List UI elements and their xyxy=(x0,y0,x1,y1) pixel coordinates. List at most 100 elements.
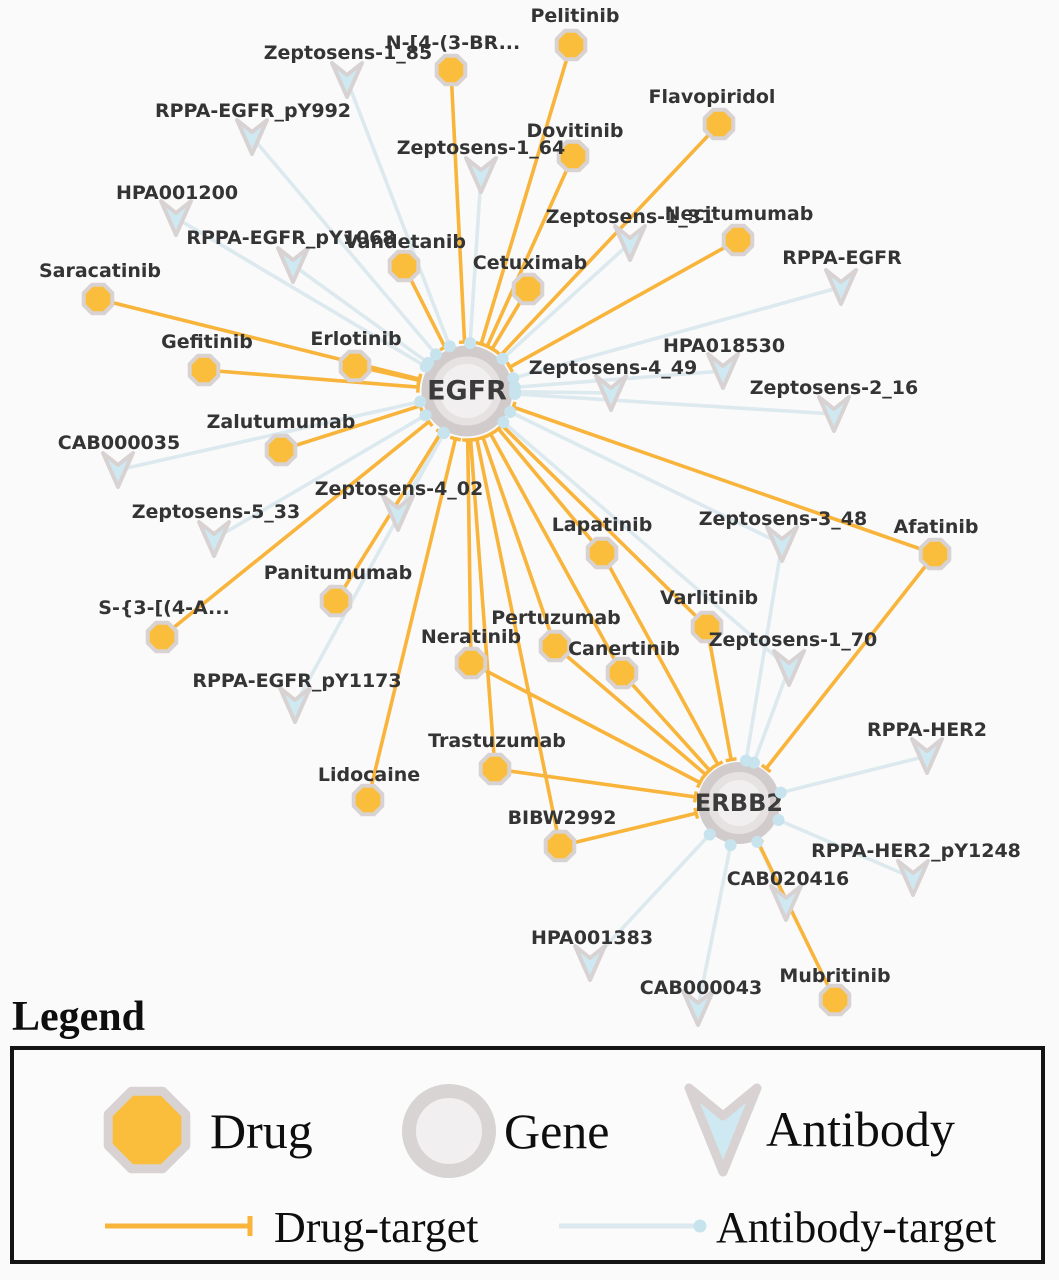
node-label: Saracatinib xyxy=(39,260,161,282)
antibody-chevron-icon xyxy=(684,1083,762,1177)
node-label: CAB000035 xyxy=(58,432,180,454)
drug-node-Pertuzumab[interactable] xyxy=(538,629,572,663)
edge-Zeptosens-2_16-EGFR xyxy=(514,392,835,416)
edge-Zeptosens-1_70-ERBB2 xyxy=(752,667,791,764)
edge-RPPA-EGFR_pY992-EGFR xyxy=(250,135,438,356)
edge-endpoint-dot xyxy=(443,340,456,353)
antibody-node-RPPA-EGFR_pY1068[interactable] xyxy=(276,246,310,284)
node-label: Pertuzumab xyxy=(491,607,621,629)
drug-node-Lapatinib[interactable] xyxy=(585,536,619,570)
edge-endpoint-dot xyxy=(772,814,785,827)
edge-endpoint-dot xyxy=(747,756,760,769)
edge-endpoint-dot xyxy=(464,337,477,350)
antibody-node-CAB000035[interactable] xyxy=(101,451,135,489)
drug-octagon-icon xyxy=(103,1086,191,1174)
edge-Zeptosens-1_31-EGFR xyxy=(501,241,632,361)
legend-label-antibody-target: Antibody-target xyxy=(716,1203,997,1252)
drug-node-Pelitinib[interactable] xyxy=(554,28,588,62)
drug-node-Flavopiridol[interactable] xyxy=(702,107,736,141)
gene-label: ERBB2 xyxy=(695,789,783,817)
edge-Neratinib-EGFR xyxy=(465,439,473,664)
antibody-node-RPPA-EGFR[interactable] xyxy=(824,268,858,306)
edge-Flavopiridol-EGFR xyxy=(499,122,721,357)
node-label: Varlitinib xyxy=(660,587,758,609)
node-label: RPPA-HER2_pY1248 xyxy=(811,840,1021,862)
drug-node-N-[4-(3-BR...[interactable] xyxy=(434,53,468,87)
antibody-node-Zeptosens-4_02[interactable] xyxy=(381,494,415,532)
edge-Neratinib-ERBB2 xyxy=(470,661,701,785)
legend-label-drug-target: Drug-target xyxy=(274,1203,479,1252)
edge-Trastuzumab-ERBB2 xyxy=(494,767,696,799)
drug-node-Necitumumab[interactable] xyxy=(721,223,755,257)
antibody-node-RPPA-EGFR_pY992[interactable] xyxy=(235,118,269,156)
node-label: RPPA-EGFR_pY992 xyxy=(155,100,351,122)
antibody-node-Zeptosens-4_49[interactable] xyxy=(594,374,628,412)
drug-node-Mubritinib[interactable] xyxy=(818,983,852,1017)
legend-title: Legend xyxy=(12,994,146,1040)
antibody-node-HPA018530[interactable] xyxy=(706,352,740,390)
antibody-node-Zeptosens-2_16[interactable] xyxy=(817,395,851,433)
edge-endpoint-dot xyxy=(774,786,787,799)
drug-node-Vandetanib[interactable] xyxy=(387,249,421,283)
antibody-node-RPPA-EGFR_pY1173[interactable] xyxy=(278,686,312,724)
edge-Varlitinib-EGFR xyxy=(500,424,709,629)
edge-BIBW2992-EGFR xyxy=(475,438,562,847)
edge-Zeptosens-3_48-EGFR xyxy=(509,410,783,546)
drug-node-S-{3-[(4-A...[interactable] xyxy=(145,620,179,654)
drug-node-Canertinib[interactable] xyxy=(605,656,639,690)
drug-node-Gefitinib[interactable] xyxy=(187,353,221,387)
drug-node-Varlitinib[interactable] xyxy=(690,610,724,644)
antibody-node-Zeptosens-1_70[interactable] xyxy=(772,649,806,687)
node-label: HPA018530 xyxy=(663,335,785,357)
edge-endpoint-dot xyxy=(414,395,427,408)
edge-RPPA-HER2-ERBB2 xyxy=(780,754,928,795)
node-label: HPA001200 xyxy=(116,182,238,204)
drug-node-Erlotinib[interactable] xyxy=(338,349,372,383)
antibody-target-edge-icon xyxy=(559,1219,707,1233)
gene-node-ERBB2[interactable]: ERBB2 xyxy=(695,762,783,844)
antibody-node-RPPA-HER2[interactable] xyxy=(910,737,944,775)
edge-S-{3-[(4-A...-EGFR xyxy=(160,420,430,639)
edge-endpoint-dot xyxy=(497,416,510,429)
drug-node-BIBW2992[interactable] xyxy=(543,829,577,863)
drug-node-Lidocaine[interactable] xyxy=(351,783,385,817)
node-label: Necitumumab xyxy=(665,203,814,225)
drug-node-Zalutumumab[interactable] xyxy=(264,433,298,467)
edge-Trastuzumab-EGFR xyxy=(468,439,497,770)
antibody-node-RPPA-HER2_pY1248[interactable] xyxy=(896,859,930,897)
antibody-target-edges xyxy=(117,79,928,1009)
edge-tee xyxy=(712,760,724,769)
legend-label-gene: Gene xyxy=(504,1103,610,1159)
antibody-node-CAB000043[interactable] xyxy=(681,989,715,1027)
edge-Afatinib-EGFR xyxy=(512,405,936,556)
edge-Pertuzumab-ERBB2 xyxy=(553,644,707,776)
edge-endpoint-dots xyxy=(414,337,787,852)
drug-node-Panitumumab[interactable] xyxy=(319,584,353,618)
edge-endpoint-dot xyxy=(507,372,520,385)
drug-antibody-nodes xyxy=(81,28,952,1027)
edge-Lidocaine-EGFR xyxy=(366,438,458,801)
antibody-node-Zeptosens-5_33[interactable] xyxy=(197,520,231,558)
edge-tee xyxy=(700,769,711,780)
antibody-node-HPA001383[interactable] xyxy=(573,944,607,982)
edge-endpoint-dot xyxy=(419,409,432,422)
drug-node-Dovitinib[interactable] xyxy=(556,139,590,173)
antibody-node-HPA001200[interactable] xyxy=(159,199,193,237)
antibody-node-Zeptosens-1_85[interactable] xyxy=(330,61,364,99)
drug-node-Neratinib[interactable] xyxy=(454,646,488,680)
drug-node-Saracatinib[interactable] xyxy=(81,282,115,316)
node-label: N-[4-(3-BR... xyxy=(386,32,520,54)
edge-Canertinib-ERBB2 xyxy=(620,671,711,772)
edge-endpoint-dot xyxy=(504,405,517,418)
antibody-node-CAB020416[interactable] xyxy=(769,884,803,922)
drug-node-Trastuzumab[interactable] xyxy=(478,752,512,786)
drug-node-Afatinib[interactable] xyxy=(918,537,952,571)
antibody-node-Zeptosens-3_48[interactable] xyxy=(765,525,799,563)
gene-node-EGFR[interactable]: EGFR xyxy=(421,345,513,437)
antibody-node-Zeptosens-1_64[interactable] xyxy=(464,156,498,194)
antibody-node-Zeptosens-1_31[interactable] xyxy=(613,224,647,262)
drug-node-Cetuximab[interactable] xyxy=(511,272,545,306)
edge-endpoint-dot xyxy=(437,427,450,440)
legend-box: Drug Gene Antibody Drug-target Antibody-… xyxy=(10,1046,1045,1264)
drug-target-edge-icon xyxy=(105,1216,253,1236)
